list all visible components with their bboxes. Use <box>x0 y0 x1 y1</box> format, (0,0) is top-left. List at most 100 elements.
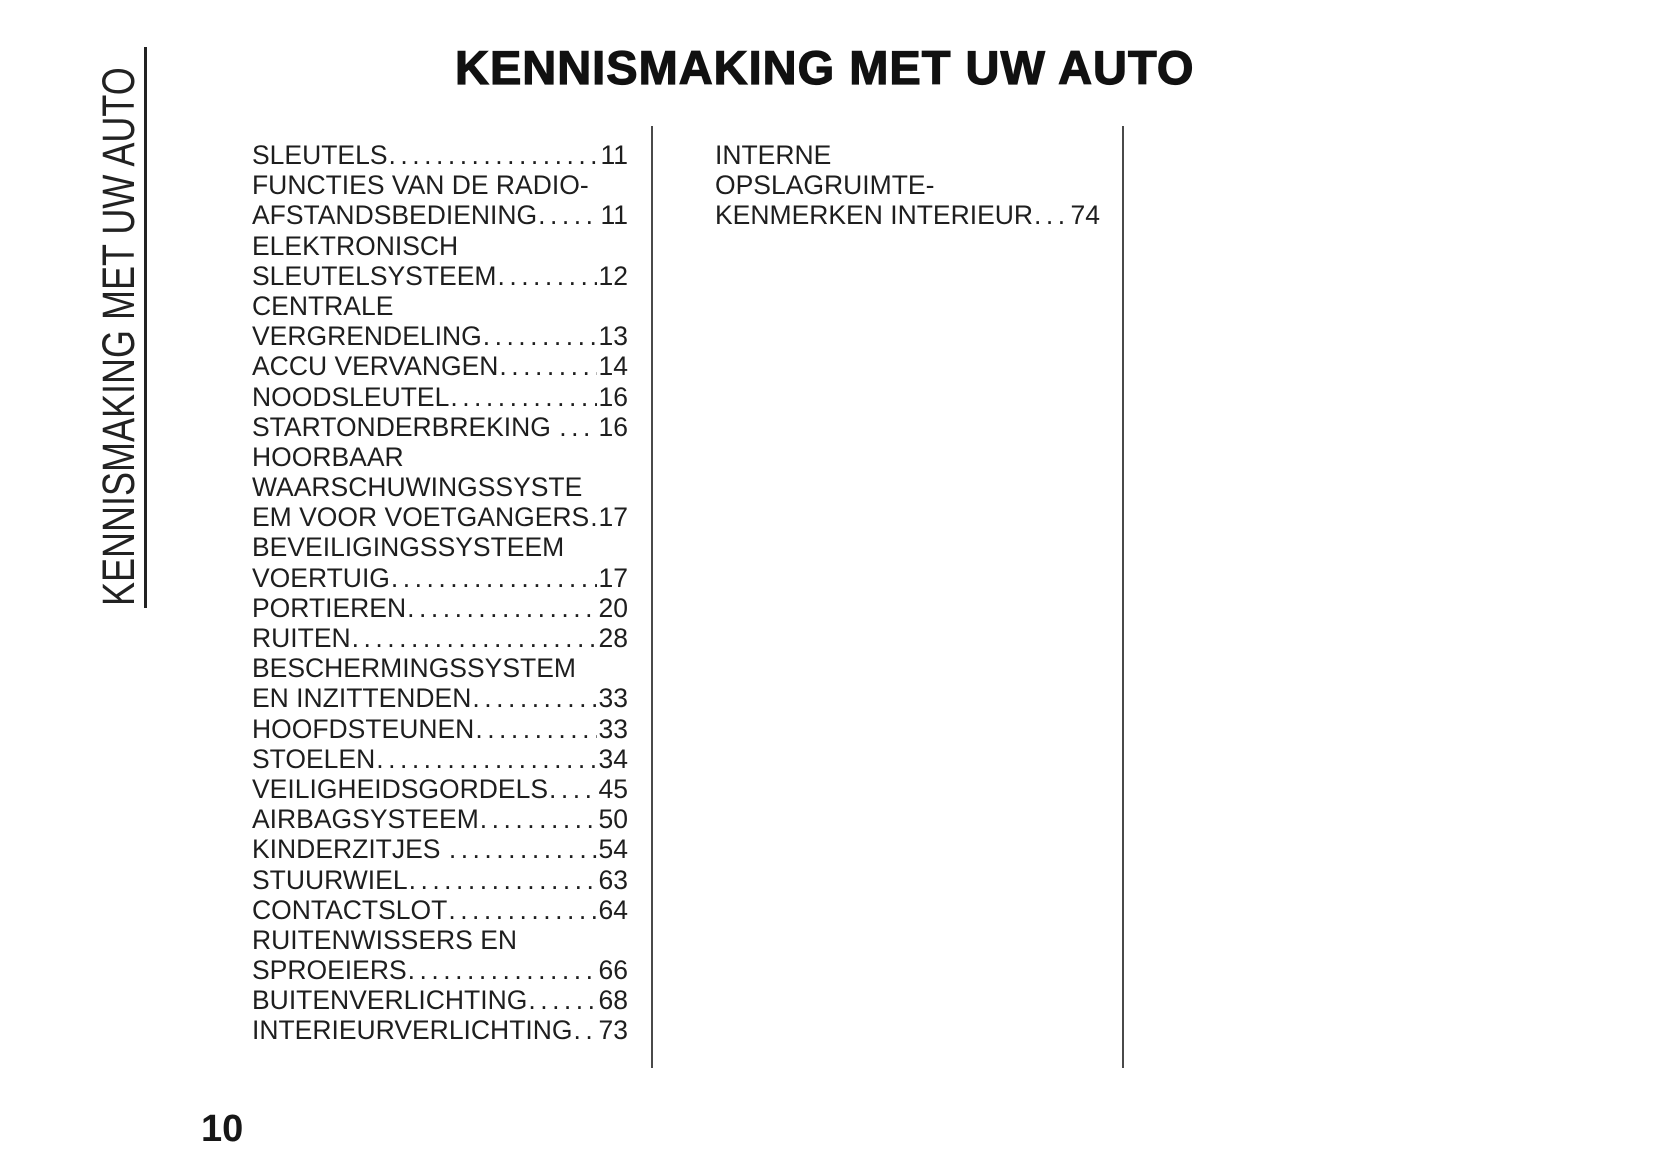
toc-entry-label: CONTACTSLOT <box>252 894 448 925</box>
toc-entry-label: ELEKTRONISCH <box>252 230 459 261</box>
toc-line: SLEUTELSYSTEEM 12 <box>252 261 628 291</box>
toc-entry-page-number: 63 <box>598 864 628 895</box>
leader-dots <box>497 261 596 291</box>
toc-line: BEVEILIGINGSSYSTEEM <box>252 532 628 562</box>
toc-line: STARTONDERBREKING 16 <box>252 412 628 442</box>
toc-entry-label: FUNCTIES VAN DE RADIO- <box>252 170 589 201</box>
toc-line: FUNCTIES VAN DE RADIO- <box>252 170 628 200</box>
toc-line: WAARSCHUWINGSSYSTE <box>252 472 628 502</box>
toc-entry-label: EM VOOR VOETGANGERS <box>252 502 590 533</box>
page-number: 10 <box>201 1108 244 1150</box>
toc-line: EN INZITTENDEN 33 <box>252 683 628 713</box>
leader-dots <box>480 804 597 834</box>
toc-entry-page-number: 54 <box>598 834 628 865</box>
toc-entry-label: ACCU VERVANGEN <box>252 351 499 382</box>
toc-line: CENTRALE <box>252 291 628 321</box>
toc-line: SPROEIERS 66 <box>252 955 628 985</box>
toc-line: ACCU VERVANGEN 14 <box>252 351 628 381</box>
toc-entry-label: VOERTUIG <box>252 562 390 593</box>
toc-line: KINDERZITJES 54 <box>252 834 628 864</box>
toc-entry-label: BESCHERMINGSSYSTEM <box>252 653 576 684</box>
leader-dots <box>499 351 596 381</box>
toc-line: INTERNE <box>715 140 1100 170</box>
toc-entry-page-number: 16 <box>598 411 628 442</box>
toc-entry-label: EN INZITTENDEN <box>252 683 472 714</box>
toc-entry-label: BUITENVERLICHTING <box>252 985 528 1016</box>
toc-line: NOODSLEUTEL 16 <box>252 382 628 412</box>
toc-entry-label: RUITENWISSERS EN <box>252 924 518 955</box>
toc-entry-page-number: 45 <box>598 773 628 804</box>
toc-entry-label: OPSLAGRUIMTE- <box>715 170 935 201</box>
leader-dots <box>483 321 597 351</box>
toc-entry-page-number: 50 <box>598 804 628 835</box>
toc-entry-label: INTERIEURVERLICHTING <box>252 1015 573 1046</box>
toc-entry-label: KENMERKEN INTERIEUR <box>715 200 1034 231</box>
toc-line: RUITEN 28 <box>252 623 628 653</box>
leader-dots <box>549 774 597 804</box>
toc-entry-label: CENTRALE <box>252 290 394 321</box>
toc-entry-page-number: 17 <box>598 562 628 593</box>
toc-entry-page-number: 74 <box>1070 200 1100 231</box>
leader-dots <box>1034 200 1068 230</box>
leader-dots <box>449 834 597 864</box>
toc-entry-page-number: 14 <box>598 351 628 382</box>
toc-line: BUITENVERLICHTING 68 <box>252 985 628 1015</box>
toc-entry-label: VEILIGHEIDSGORDELS <box>252 773 549 804</box>
sidebar-rule <box>144 47 147 608</box>
toc-entry-label: STOELEN <box>252 743 376 774</box>
sidebar-vertical-label-text: KENNISMAKING MET UW AUTO <box>93 67 144 606</box>
toc-line: AFSTANDSBEDIENING 11 <box>252 200 628 230</box>
toc-line: SLEUTELS 11 <box>252 140 628 170</box>
toc-entry-page-number: 16 <box>598 381 628 412</box>
leader-dots <box>472 683 596 713</box>
toc-line: EM VOOR VOETGANGERS 17 <box>252 502 628 532</box>
leader-dots <box>391 563 597 593</box>
toc-entry-label: BEVEILIGINGSSYSTEEM <box>252 532 565 563</box>
toc-entry-label: HOORBAAR <box>252 441 404 472</box>
leader-dots <box>352 623 597 653</box>
toc-line: AIRBAGSYSTEEM 50 <box>252 804 628 834</box>
toc-entry-page-number: 12 <box>598 260 628 291</box>
toc-line: RUITENWISSERS EN <box>252 925 628 955</box>
toc-entry-page-number: 11 <box>600 200 628 231</box>
toc-entry-label: AFSTANDSBEDIENING <box>252 200 538 231</box>
toc-entry-page-number: 33 <box>598 683 628 714</box>
leader-dots <box>450 382 596 412</box>
toc-entry-page-number: 64 <box>598 894 628 925</box>
toc-column-1: SLEUTELS 11 FUNCTIES VAN DE RADIO-AFSTANDS… <box>252 140 628 1046</box>
leader-dots <box>574 1015 597 1045</box>
toc-entry-label: RUITEN <box>252 623 351 653</box>
toc-entry-label: KINDERZITJES <box>252 834 448 865</box>
leader-dots <box>559 412 596 442</box>
leader-dots <box>376 744 596 774</box>
leader-dots <box>590 502 596 532</box>
toc-line: PORTIEREN 20 <box>252 593 628 623</box>
toc-entry-label: NOODSLEUTEL <box>252 381 450 412</box>
leader-dots <box>389 140 599 170</box>
toc-entry-label: SLEUTELS <box>252 140 388 170</box>
toc-line: KENMERKEN INTERIEUR 74 <box>715 200 1100 230</box>
toc-entry-page-number: 11 <box>600 140 628 170</box>
toc-line: VERGRENDELING 13 <box>252 321 628 351</box>
leader-dots <box>407 593 596 623</box>
toc-entry-page-number: 13 <box>598 321 628 352</box>
toc-entry-page-number: 20 <box>598 592 628 623</box>
toc-entry-label: AIRBAGSYSTEEM <box>252 804 479 835</box>
toc-line: ELEKTRONISCH <box>252 231 628 261</box>
toc-entry-label: STUURWIEL <box>252 864 408 895</box>
toc-entry-label: SLEUTELSYSTEEM <box>252 260 497 291</box>
toc-entry-label: SPROEIERS <box>252 955 407 986</box>
toc-line: STUURWIEL 63 <box>252 865 628 895</box>
toc-entry-page-number: 28 <box>598 623 628 653</box>
toc-line: HOOFDSTEUNEN 33 <box>252 714 628 744</box>
toc-entry-label: HOOFDSTEUNEN <box>252 713 475 744</box>
toc-line: BESCHERMINGSSYSTEM <box>252 653 628 683</box>
leader-dots <box>538 200 598 230</box>
toc-entry-page-number: 68 <box>598 985 628 1016</box>
leader-dots <box>528 985 596 1015</box>
toc-entry-page-number: 34 <box>598 743 628 774</box>
toc-entry-page-number: 73 <box>598 1015 628 1046</box>
toc-line: HOORBAAR <box>252 442 628 472</box>
